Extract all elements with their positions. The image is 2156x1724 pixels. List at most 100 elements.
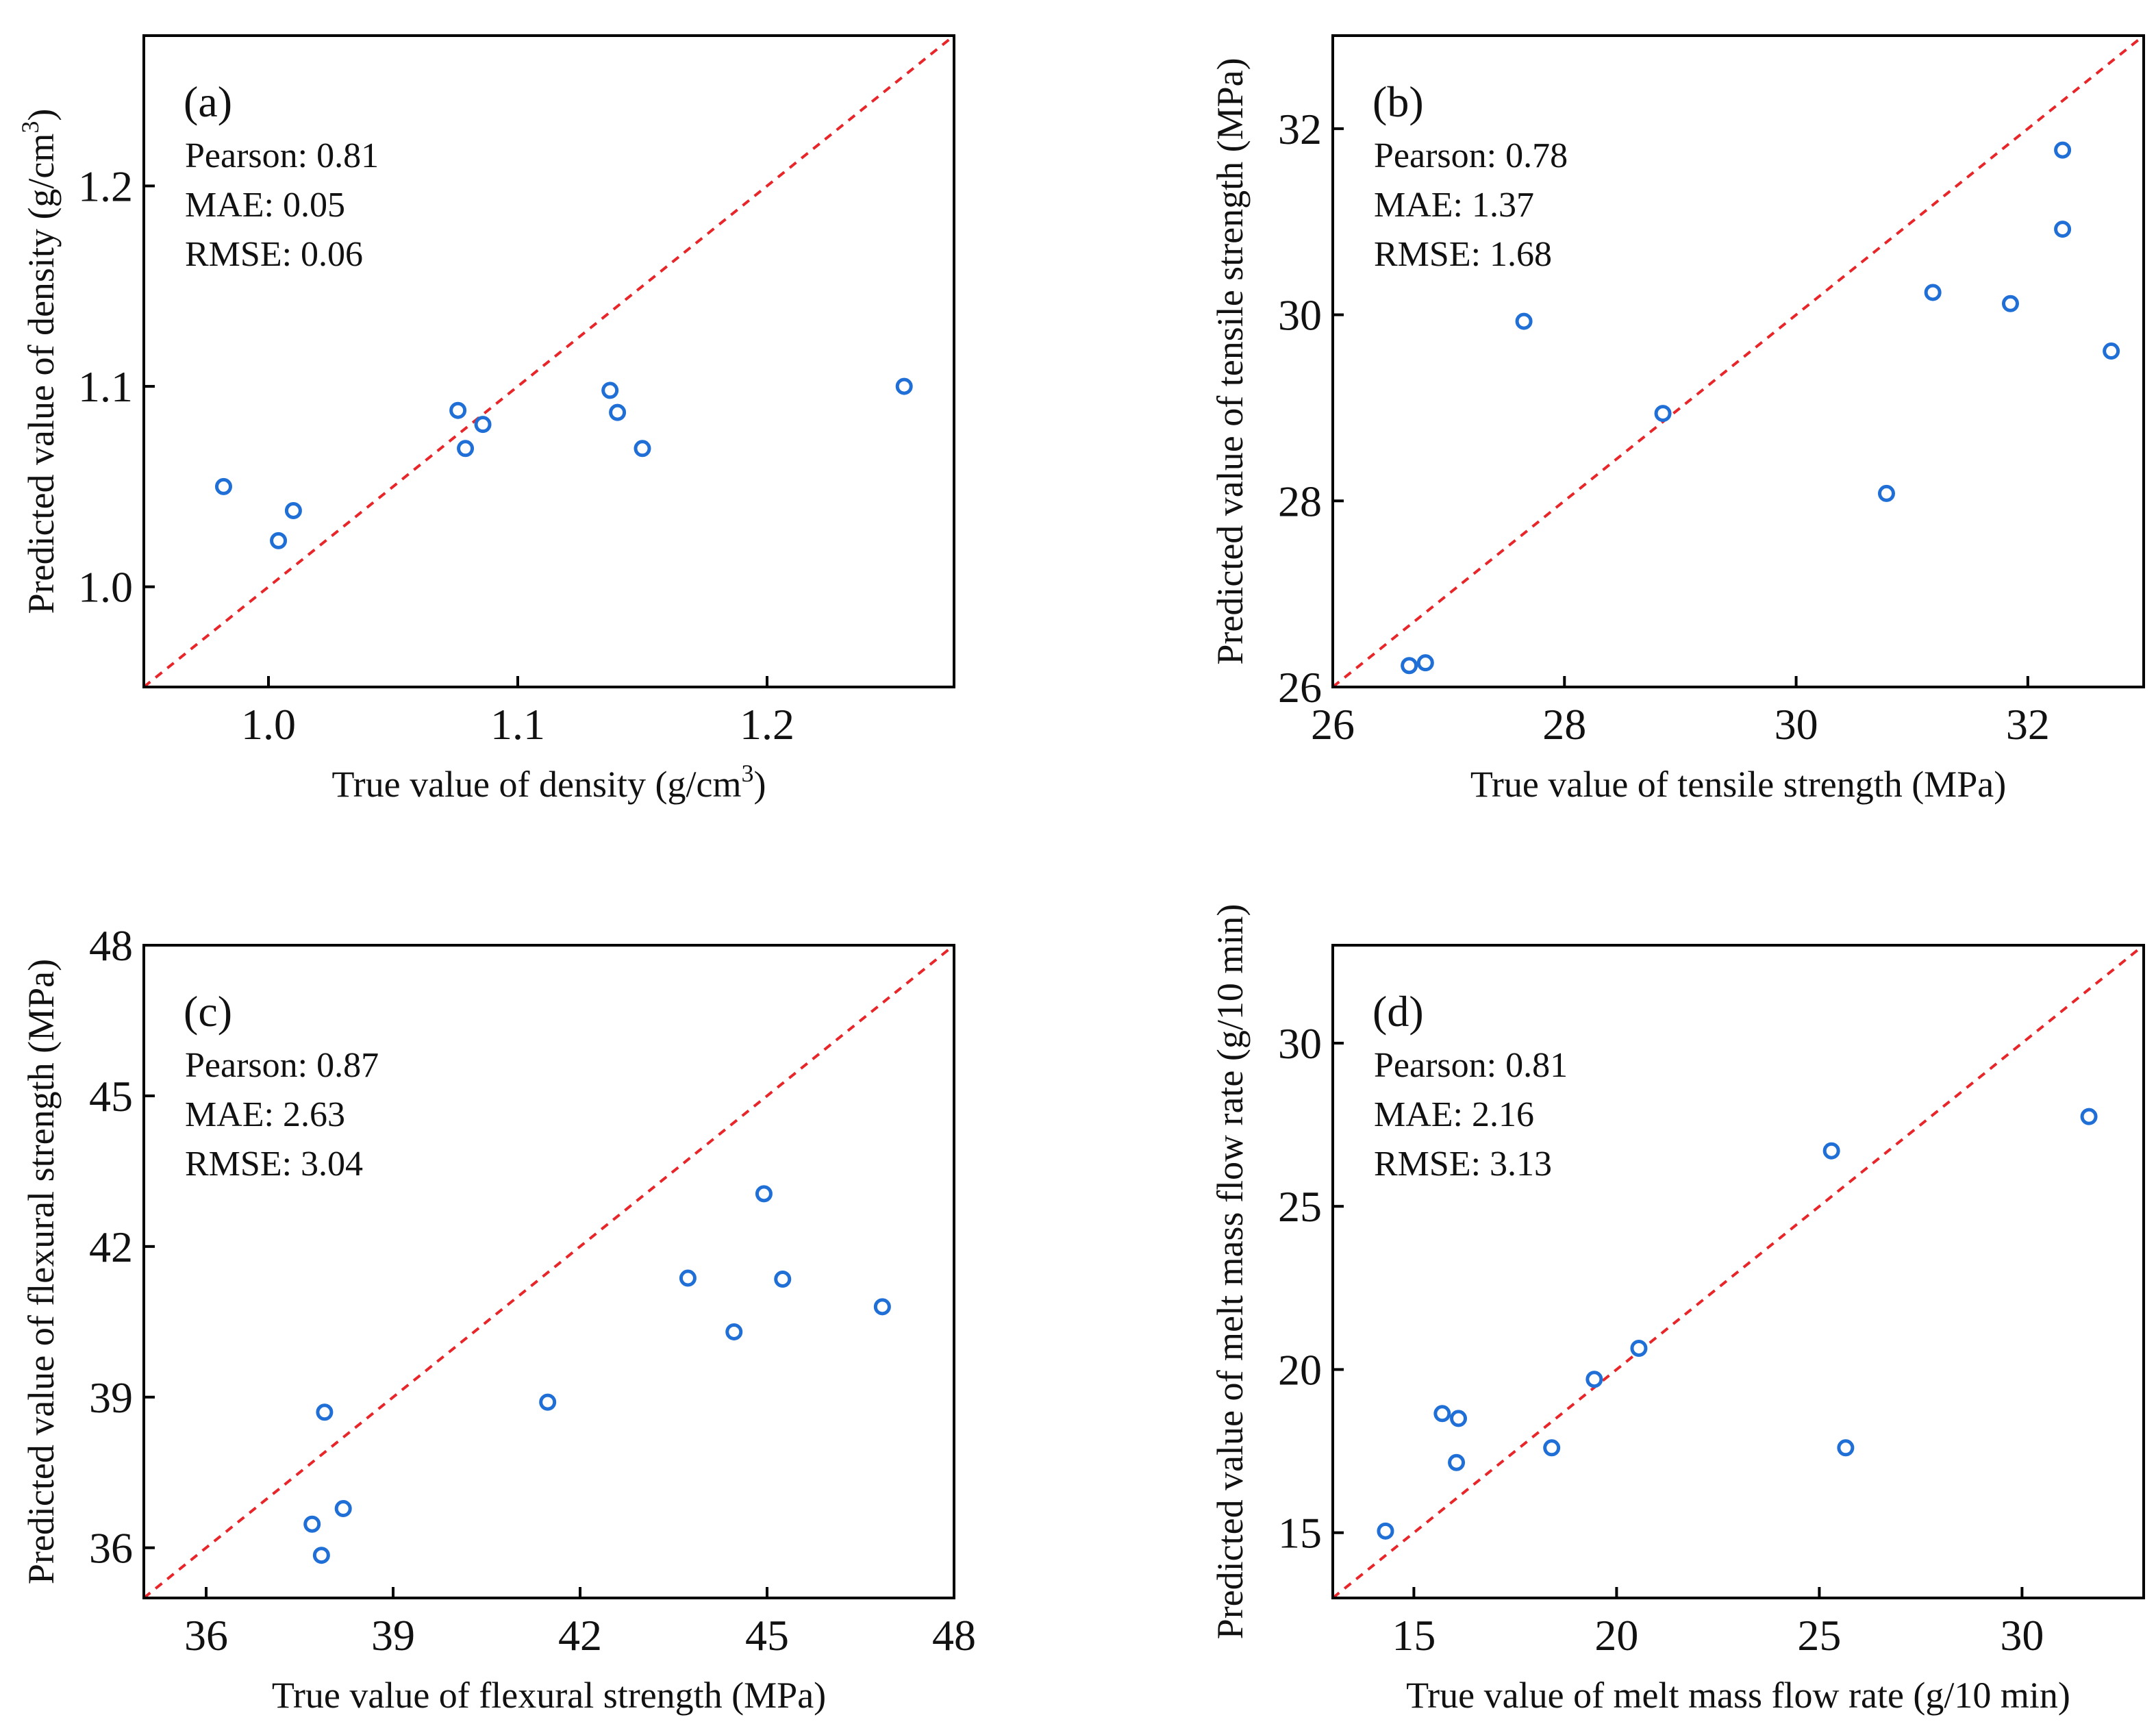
reference-line bbox=[142, 34, 955, 688]
x-axis-label: True value of tensile strength (MPa) bbox=[1470, 764, 2006, 805]
data-point bbox=[2103, 342, 2120, 360]
panel-b: 26 28 30 32 26 28 30 32 (b) Pearson: 0.78 MAE: 1.3… bbox=[1209, 34, 2145, 805]
axis-label-text: Predicted value of density (g/cm bbox=[21, 134, 62, 614]
panel-label: (b) bbox=[1372, 77, 1424, 126]
data-point bbox=[1401, 657, 1418, 675]
x-tick-label: 26 bbox=[1311, 700, 1355, 749]
reference-line bbox=[1331, 944, 2145, 1599]
data-point bbox=[214, 477, 232, 495]
y-tick-label: 1.2 bbox=[78, 162, 133, 210]
data-point bbox=[539, 1393, 557, 1411]
data-point bbox=[873, 1298, 891, 1316]
y-axis-label: Predicted value of tensile strength (MPa… bbox=[1209, 58, 1251, 664]
data-point bbox=[2001, 295, 2019, 312]
data-point bbox=[609, 403, 627, 421]
stat-text: Pearson: 0.87 bbox=[185, 1046, 379, 1085]
plot-frame bbox=[142, 34, 955, 688]
y-tick-label: 1.1 bbox=[78, 362, 133, 411]
data-point bbox=[1654, 405, 1672, 423]
y-tick-label: 45 bbox=[89, 1072, 133, 1121]
data-point bbox=[449, 401, 467, 419]
x-tick-label: 28 bbox=[1542, 700, 1586, 749]
data-point bbox=[303, 1515, 321, 1533]
y-tick-label: 48 bbox=[89, 921, 133, 970]
data-point bbox=[601, 382, 619, 399]
x-tick-label: 1.0 bbox=[241, 700, 296, 749]
stat-text: RMSE: 0.06 bbox=[185, 235, 363, 274]
data-point bbox=[270, 532, 288, 549]
data-point bbox=[1630, 1339, 1648, 1357]
data-point bbox=[1585, 1371, 1603, 1388]
panel-d: 15 20 25 30 15 20 25 30 (d) Pearson: 0.81 MAE: 2.1… bbox=[1209, 904, 2145, 1716]
stat-text: MAE: 2.63 bbox=[185, 1095, 345, 1134]
data-point bbox=[1448, 1453, 1466, 1471]
y-tick-label: 26 bbox=[1278, 663, 1322, 712]
y-tick-label: 20 bbox=[1278, 1345, 1322, 1394]
plot-frame bbox=[1331, 944, 2145, 1599]
y-tick-label: 39 bbox=[89, 1373, 133, 1422]
x-tick-label: 1.2 bbox=[740, 700, 794, 749]
stat-text: MAE: 0.05 bbox=[185, 186, 345, 225]
y-axis-label: Predicted value of density (g/cm3) bbox=[16, 109, 62, 614]
x-axis-label: True value of density (g/cm3) bbox=[332, 760, 766, 805]
stat-text: RMSE: 3.04 bbox=[185, 1145, 363, 1184]
data-point bbox=[725, 1323, 743, 1340]
unit-close: ) bbox=[753, 764, 766, 805]
data-point bbox=[312, 1547, 330, 1564]
x-tick-label: 42 bbox=[558, 1611, 602, 1660]
data-point bbox=[1543, 1439, 1561, 1457]
stat-text: RMSE: 1.68 bbox=[1374, 235, 1552, 274]
reference-line bbox=[1331, 34, 2145, 688]
data-point bbox=[634, 440, 651, 458]
x-tick-label: 25 bbox=[1797, 1611, 1841, 1660]
data-point bbox=[457, 440, 475, 458]
y-tick-label: 42 bbox=[89, 1223, 133, 1271]
stat-text: RMSE: 3.13 bbox=[1374, 1145, 1552, 1184]
unit-superscript: 3 bbox=[16, 121, 44, 134]
y-tick-label: 36 bbox=[89, 1524, 133, 1573]
y-tick-label: 30 bbox=[1278, 1019, 1322, 1068]
panel-c: 36 39 42 45 48 36 39 42 45 48 (c) Pearson: 0.87 MAE:… bbox=[21, 921, 976, 1716]
x-tick-label: 15 bbox=[1392, 1611, 1436, 1660]
stat-text: MAE: 1.37 bbox=[1374, 186, 1534, 225]
x-axis-label: True value of melt mass flow rate (g/10 … bbox=[1406, 1675, 2070, 1716]
plot-frame bbox=[1331, 34, 2145, 688]
x-tick-label: 32 bbox=[2006, 700, 2050, 749]
x-axis-label: True value of flexural strength (MPa) bbox=[272, 1675, 826, 1716]
data-point bbox=[1837, 1439, 1855, 1457]
x-tick-label: 1.1 bbox=[490, 700, 545, 749]
stat-text: MAE: 2.16 bbox=[1374, 1095, 1534, 1134]
data-point bbox=[2080, 1108, 2098, 1125]
stat-text: Pearson: 0.81 bbox=[1374, 1046, 1568, 1085]
y-axis-label: Predicted value of melt mass flow rate (… bbox=[1209, 904, 1251, 1640]
stat-text: Pearson: 0.81 bbox=[185, 136, 379, 175]
data-point bbox=[316, 1403, 334, 1421]
data-point bbox=[2054, 221, 2072, 238]
y-tick-label: 1.0 bbox=[78, 563, 133, 612]
panel-label: (c) bbox=[184, 987, 232, 1036]
reference-line bbox=[142, 944, 955, 1599]
data-point bbox=[1822, 1142, 1840, 1160]
unit-close: ) bbox=[21, 109, 62, 121]
data-point bbox=[2054, 141, 2072, 159]
y-tick-label: 25 bbox=[1278, 1182, 1322, 1231]
x-tick-label: 39 bbox=[371, 1611, 415, 1660]
x-tick-label: 20 bbox=[1594, 1611, 1638, 1660]
data-point bbox=[1377, 1522, 1394, 1540]
panel-label: (a) bbox=[184, 77, 232, 126]
y-tick-label: 28 bbox=[1278, 477, 1322, 525]
panel-label: (d) bbox=[1372, 987, 1424, 1036]
data-point bbox=[895, 377, 913, 395]
panel-a: 1.0 1.1 1.2 1.0 1.1 1.2 (a) Pearson: 0.81 MAE: 0… bbox=[16, 34, 955, 805]
data-point bbox=[1515, 312, 1533, 330]
data-point bbox=[334, 1500, 352, 1518]
data-point bbox=[1416, 654, 1434, 672]
data-point bbox=[1433, 1405, 1451, 1423]
data-point bbox=[1924, 284, 1942, 301]
x-tick-label: 45 bbox=[745, 1611, 789, 1660]
x-tick-label: 30 bbox=[1775, 700, 1818, 749]
x-tick-label: 36 bbox=[184, 1611, 228, 1660]
y-tick-label: 32 bbox=[1278, 105, 1322, 153]
y-axis-label: Predicted value of flexural strength (MP… bbox=[21, 959, 62, 1584]
